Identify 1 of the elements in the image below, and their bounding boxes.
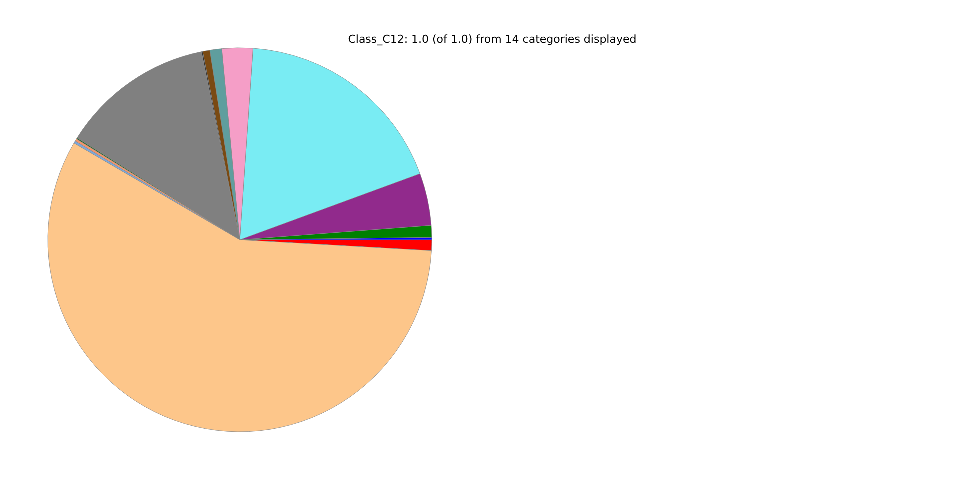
text: Class_C12: 1.0 (of 1.0) from 14 categories displayed xyxy=(348,33,637,46)
